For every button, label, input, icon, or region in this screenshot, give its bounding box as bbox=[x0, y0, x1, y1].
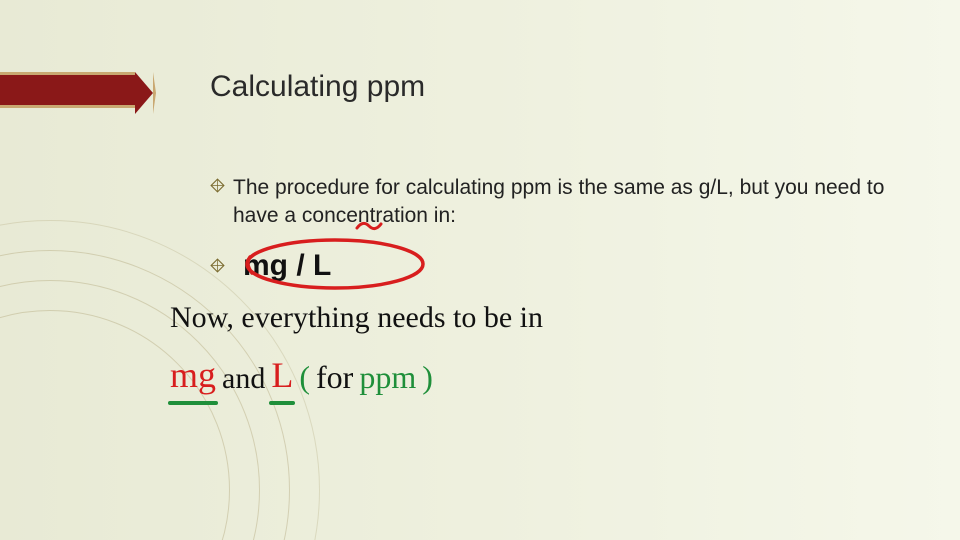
hw-ppm: ppm bbox=[359, 356, 416, 399]
hw-word: to be in bbox=[453, 301, 543, 334]
handwriting-line-1: Now, everything needs to be in bbox=[170, 298, 810, 339]
bullet-2: mg / L bbox=[210, 249, 910, 283]
bullet-1-text: The procedure for calculating ppm is the… bbox=[233, 174, 910, 231]
bullet-1: The procedure for calculating ppm is the… bbox=[210, 174, 910, 231]
slide-content: Calculating ppm The procedure for calcul… bbox=[210, 70, 910, 283]
hw-paren-close: ) bbox=[422, 356, 433, 399]
hw-word: needs bbox=[377, 301, 453, 334]
hw-L: L bbox=[271, 351, 293, 400]
unit-label: mg / L bbox=[243, 249, 331, 283]
diamond-bullet-icon bbox=[210, 258, 225, 278]
title-ribbon bbox=[0, 72, 135, 108]
hw-and: and bbox=[222, 359, 265, 400]
handwritten-annotation: Now, everything needs to be in mg and L … bbox=[170, 298, 810, 438]
handwriting-line-2: mg and L ( for ppm ) bbox=[170, 351, 810, 400]
diamond-bullet-icon bbox=[210, 178, 225, 198]
slide-title: Calculating ppm bbox=[210, 70, 910, 104]
hw-paren-open: ( bbox=[299, 356, 310, 399]
hw-for: for bbox=[316, 356, 353, 399]
hw-mg: mg bbox=[170, 351, 216, 400]
hw-word: Now, bbox=[170, 301, 241, 334]
hw-word: everything bbox=[241, 301, 377, 334]
